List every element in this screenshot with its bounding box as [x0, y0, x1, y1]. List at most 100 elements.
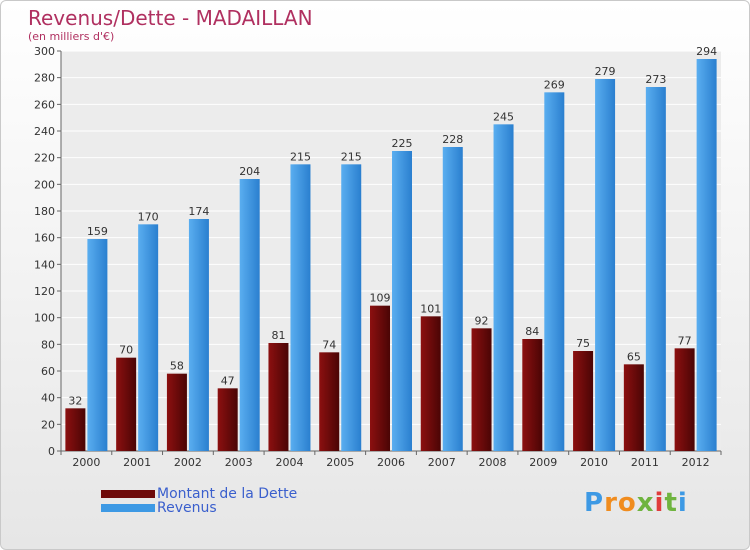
data-label-dette: 58	[170, 360, 184, 373]
data-label-dette: 101	[420, 302, 441, 315]
logo-letter: o	[617, 488, 637, 518]
legend-swatch-dette	[101, 490, 155, 498]
legend-item-revenus: Revenus	[101, 500, 297, 516]
x-tick-label: 2004	[275, 456, 303, 469]
bar-dette	[674, 348, 695, 451]
data-label-revenus: 245	[493, 110, 514, 123]
bar-dette	[420, 316, 441, 451]
bar-revenus	[290, 164, 311, 452]
data-label-dette: 92	[475, 314, 489, 327]
data-label-dette: 77	[678, 334, 692, 347]
bar-dette	[65, 408, 86, 451]
y-tick-label: 240	[34, 125, 55, 138]
y-tick-label: 200	[34, 178, 55, 191]
y-tick-label: 140	[34, 258, 55, 271]
plot-area	[61, 51, 721, 451]
bar-revenus	[87, 239, 108, 451]
logo-letter: t	[664, 488, 678, 518]
data-label-revenus: 269	[544, 78, 565, 91]
data-label-dette: 75	[576, 337, 590, 350]
x-tick-label: 2001	[123, 456, 151, 469]
legend-item-dette: Montant de la Dette	[101, 486, 298, 502]
bar-dette	[268, 343, 289, 451]
y-tick-label: 300	[34, 45, 55, 58]
data-label-revenus: 204	[239, 165, 260, 178]
data-label-revenus: 279	[595, 65, 616, 78]
x-tick-label: 2009	[529, 456, 557, 469]
bar-revenus	[188, 219, 209, 451]
y-tick-label: 100	[34, 312, 55, 325]
data-label-revenus: 170	[138, 210, 159, 223]
x-tick-label: 2002	[174, 456, 202, 469]
data-label-revenus: 228	[442, 133, 463, 146]
data-label-dette: 70	[119, 344, 133, 357]
data-label-revenus: 215	[341, 150, 362, 163]
bar-revenus	[493, 124, 514, 451]
x-tick-label: 2010	[580, 456, 608, 469]
data-label-dette: 81	[271, 329, 285, 342]
bar-revenus	[138, 224, 159, 451]
x-tick-label: 2012	[682, 456, 710, 469]
data-label-dette: 47	[221, 374, 235, 387]
y-tick-label: 20	[41, 418, 55, 431]
legend-label-dette: Montant de la Dette	[157, 486, 298, 502]
bar-revenus	[392, 151, 412, 451]
logo-letter: i	[654, 488, 665, 518]
data-label-dette: 74	[322, 338, 336, 351]
chart-subtitle: (en milliers d'€)	[28, 30, 115, 43]
legend-swatch-revenus	[101, 504, 155, 512]
logo-letter: x	[636, 488, 655, 518]
data-label-revenus: 174	[188, 205, 209, 218]
y-tick-label: 180	[34, 205, 55, 218]
bar-dette	[471, 328, 492, 451]
x-tick-label: 2006	[377, 456, 405, 469]
bar-dette	[166, 373, 187, 451]
bar-dette	[522, 339, 543, 451]
data-label-revenus: 225	[392, 137, 413, 150]
bar-dette	[116, 357, 137, 451]
bar-dette	[623, 364, 644, 451]
y-tick-label: 40	[41, 392, 55, 405]
bar-revenus	[239, 179, 260, 451]
chart-title: Revenus/Dette - MADAILLAN	[28, 6, 313, 30]
bar-revenus	[696, 59, 717, 451]
bar-revenus	[544, 92, 565, 451]
logo-letter: P	[584, 488, 605, 518]
data-label-revenus: 215	[290, 150, 311, 163]
legend-label-revenus: Revenus	[157, 500, 217, 516]
x-tick-label: 2000	[72, 456, 100, 469]
y-tick-label: 0	[48, 445, 55, 458]
y-tick-label: 160	[34, 232, 55, 245]
bar-dette	[319, 352, 340, 451]
data-label-dette: 65	[627, 350, 641, 363]
x-tick-label: 2008	[479, 456, 507, 469]
bar-revenus	[341, 164, 362, 452]
logo-letter: i	[677, 488, 688, 518]
bar-dette	[217, 388, 238, 451]
y-tick-label: 80	[41, 338, 55, 351]
bar-revenus	[645, 87, 666, 451]
bar-revenus	[595, 79, 616, 451]
y-tick-label: 280	[34, 72, 55, 85]
data-label-dette: 109	[370, 292, 391, 305]
bar-revenus	[442, 147, 463, 451]
bar-dette	[573, 351, 594, 451]
y-tick-label: 220	[34, 152, 55, 165]
x-tick-label: 2011	[631, 456, 659, 469]
data-label-dette: 32	[68, 394, 82, 407]
proxiti-logo: Proxiti	[584, 488, 688, 518]
logo-letter: r	[604, 488, 618, 518]
bar-dette	[370, 305, 390, 451]
data-label-revenus: 273	[645, 73, 666, 86]
legend: Montant de la Dette Revenus	[101, 486, 298, 516]
y-tick-label: 260	[34, 98, 55, 111]
x-tick-label: 2007	[428, 456, 456, 469]
data-label-revenus: 294	[696, 45, 717, 58]
x-tick-label: 2005	[326, 456, 354, 469]
data-label-revenus: 159	[87, 225, 108, 238]
y-tick-label: 60	[41, 365, 55, 378]
y-tick-label: 120	[34, 285, 55, 298]
x-tick-label: 2003	[225, 456, 253, 469]
